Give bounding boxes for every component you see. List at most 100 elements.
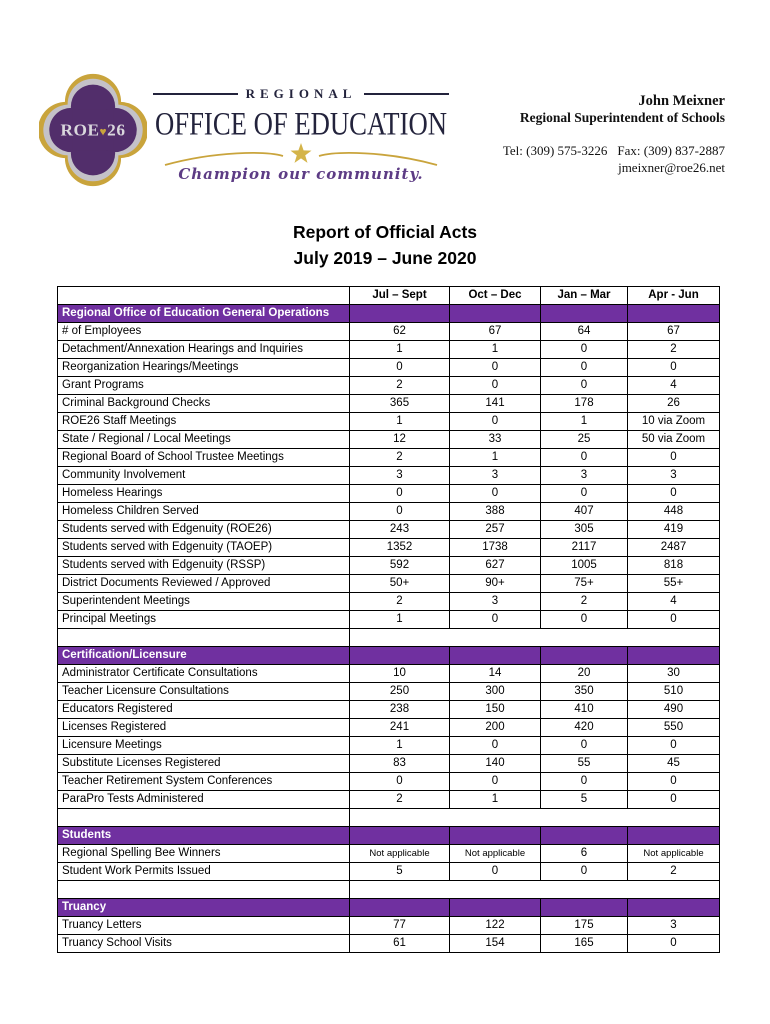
row-value: 365: [349, 394, 450, 413]
row-value: 2: [627, 862, 720, 881]
heart-icon: ♥: [100, 124, 108, 138]
spacer-cell: [57, 628, 350, 647]
row-value: 3: [540, 466, 628, 485]
row-value: 2487: [627, 538, 720, 557]
row-label: Teacher Licensure Consultations: [57, 682, 350, 701]
report-table-body: Regional Office of Education General Ope…: [57, 304, 720, 953]
row-label: Principal Meetings: [57, 610, 350, 629]
column-header-q4: Apr - Jun: [627, 286, 720, 305]
report-table: Jul – Sept Oct – Dec Jan – Mar Apr - Jun…: [57, 286, 720, 953]
row-value: 122: [449, 916, 541, 935]
row-value: 12: [349, 430, 450, 449]
quatrefoil-badge-icon: ROE♥26: [37, 73, 149, 187]
row-value: 2: [540, 592, 628, 611]
row-value: 0: [540, 772, 628, 791]
row-label: Homeless Children Served: [57, 502, 350, 521]
table-row: Administrator Certificate Consultations 1…: [57, 664, 720, 683]
row-value: 3: [449, 466, 541, 485]
row-value: 2: [349, 790, 450, 809]
row-value: 4: [627, 376, 720, 395]
row-value: 0: [449, 376, 541, 395]
row-value: 25: [540, 430, 628, 449]
row-label: Reorganization Hearings/Meetings: [57, 358, 350, 377]
section-title: Certification/Licensure: [57, 646, 350, 665]
section-header-row: Students: [57, 826, 720, 845]
left-rule: [153, 93, 238, 95]
section-header-cell: [627, 826, 720, 845]
row-value: 5: [349, 862, 450, 881]
spacer-cell: [450, 809, 541, 827]
row-value: 0: [449, 736, 541, 755]
spacer-cell: [350, 629, 450, 647]
row-value: 2117: [540, 538, 628, 557]
row-value: 0: [540, 448, 628, 467]
row-value: 0: [540, 376, 628, 395]
row-value: 0: [627, 358, 720, 377]
table-row: Teacher Licensure Consultations 250 300 350…: [57, 682, 720, 701]
section-header-cell: [449, 304, 541, 323]
row-label: Regional Spelling Bee Winners: [57, 844, 350, 863]
row-value: 0: [540, 736, 628, 755]
table-row: Community Involvement 3 3 3 3: [57, 466, 720, 485]
row-label: Students served with Edgenuity (RSSP): [57, 556, 350, 575]
row-value: 1: [449, 790, 541, 809]
table-row: Licenses Registered 241 200 420 550: [57, 718, 720, 737]
table-row: Students served with Edgenuity (ROE26) 24…: [57, 520, 720, 539]
star-swoosh-icon: [164, 143, 438, 166]
row-label: Students served with Edgenuity (TAOEP): [57, 538, 350, 557]
row-value: 0: [627, 610, 720, 629]
fax-number: Fax: (309) 837-2887: [617, 143, 725, 158]
row-value: 1738: [449, 538, 541, 557]
row-value: 257: [449, 520, 541, 539]
row-value: 1: [449, 448, 541, 467]
spacer-cell: [350, 881, 450, 899]
row-value: 3: [627, 466, 720, 485]
row-value: 0: [540, 358, 628, 377]
row-value: 420: [540, 718, 628, 737]
row-label: Truancy School Visits: [57, 934, 350, 953]
row-label: # of Employees: [57, 322, 350, 341]
phone-line: Tel: (309) 575-3226 Fax: (309) 837-2887: [503, 143, 725, 160]
table-row: Homeless Hearings 0 0 0 0: [57, 484, 720, 503]
row-value: 0: [449, 862, 541, 881]
row-value: 200: [449, 718, 541, 737]
row-value: 0: [540, 340, 628, 359]
table-header-row: Jul – Sept Oct – Dec Jan – Mar Apr - Jun: [57, 286, 720, 305]
row-value: 61: [349, 934, 450, 953]
table-row: Reorganization Hearings/Meetings 0 0 0 0: [57, 358, 720, 377]
row-value: 30: [627, 664, 720, 683]
row-value: 510: [627, 682, 720, 701]
row-value: 0: [540, 862, 628, 881]
section-header-cell: [349, 304, 450, 323]
office-of-education-text: OFFICE OF EDUCATION: [155, 106, 447, 141]
section-header-cell: [540, 898, 628, 917]
table-row: Criminal Background Checks 365 141 178 26: [57, 394, 720, 413]
tel-number: Tel: (309) 575-3226: [502, 143, 608, 158]
section-header-cell: [627, 898, 720, 917]
row-value: 3: [627, 916, 720, 935]
row-value: 448: [627, 502, 720, 521]
row-value: 627: [449, 556, 541, 575]
row-value: 77: [349, 916, 450, 935]
row-value: 419: [627, 520, 720, 539]
row-value: 490: [627, 700, 720, 719]
row-value: Not applicable: [349, 844, 450, 863]
row-label: Superintendent Meetings: [57, 592, 350, 611]
spacer-cell: [541, 809, 628, 827]
table-row: Superintendent Meetings 2 3 2 4: [57, 592, 720, 611]
row-value: 2: [349, 376, 450, 395]
row-value: 241: [349, 718, 450, 737]
row-value: 0: [449, 772, 541, 791]
row-label: Community Involvement: [57, 466, 350, 485]
row-label: Educators Registered: [57, 700, 350, 719]
row-value: 0: [349, 502, 450, 521]
row-value: 0: [627, 790, 720, 809]
row-value: 0: [627, 484, 720, 503]
table-row: Regional Spelling Bee Winners Not applica…: [57, 844, 720, 863]
spacer-cell: [350, 809, 450, 827]
row-value: 83: [349, 754, 450, 773]
row-value: 238: [349, 700, 450, 719]
section-header-cell: [627, 304, 720, 323]
table-row: # of Employees 62 67 64 67: [57, 322, 720, 341]
spacer-cell: [541, 881, 628, 899]
